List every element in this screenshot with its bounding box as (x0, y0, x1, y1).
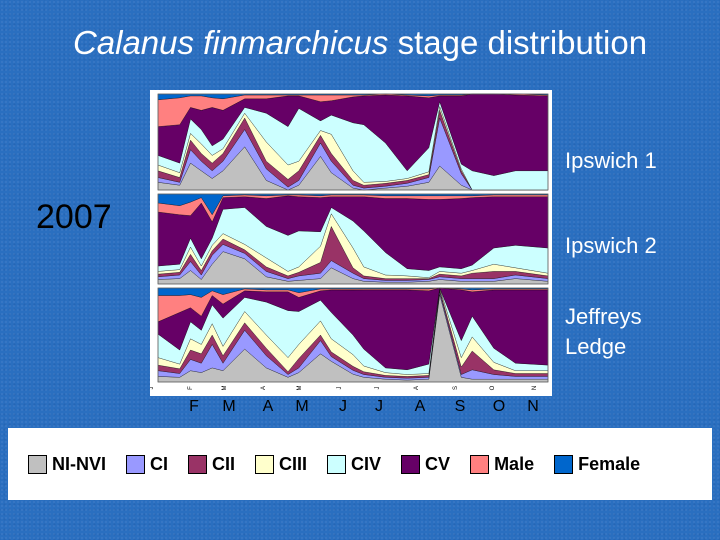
legend-swatch (28, 455, 47, 474)
legend-item-cii: CII (188, 454, 235, 475)
small-tick-label: N (532, 386, 538, 390)
month-label: J (375, 398, 383, 415)
chart-legend: NI-NVI CI CII CIII CIV CV Male Female (8, 428, 712, 500)
legend-swatch (188, 455, 207, 474)
site-label-jeffreys: Jeffreys (565, 304, 642, 329)
legend-item-civ: CIV (327, 454, 381, 475)
legend-label: Female (578, 454, 641, 474)
legend-label: CIV (351, 454, 382, 474)
site-label-ipswich-2: Ipswich 2 (565, 233, 657, 258)
small-tick-label: F (188, 386, 194, 390)
month-label: N (527, 398, 539, 415)
small-tick-label: J (150, 387, 155, 390)
small-tick-label: A (261, 386, 267, 390)
legend-swatch (255, 455, 275, 474)
panel-frame-3 (157, 287, 549, 383)
legend-item-male: Male (470, 454, 534, 475)
title-species: Calanus finmarchicus (72, 24, 389, 61)
legend-label: CIII (279, 454, 308, 474)
panel-frame-1 (157, 93, 549, 191)
legend-item-ci: CI (126, 454, 168, 475)
legend-swatch (554, 455, 574, 474)
small-tick-label: J (375, 387, 381, 390)
title-rest: stage distribution (388, 24, 648, 61)
chart-frame: JFMAMJJASON (150, 90, 552, 396)
slide-title: Calanus finmarchicus stage distribution (0, 24, 720, 62)
legend-label: CV (425, 454, 451, 474)
small-tick-label: S (453, 386, 459, 390)
panel-1 (157, 93, 549, 191)
panel-2 (157, 193, 549, 285)
month-label: J (339, 398, 347, 415)
small-tick-label: A (414, 386, 420, 390)
month-label: S (454, 398, 466, 415)
legend-swatch (401, 455, 421, 474)
legend-label: CI (150, 454, 168, 474)
month-label: A (262, 398, 274, 415)
legend-label: CII (212, 454, 236, 474)
legend-label: Male (494, 454, 535, 474)
panel-frame-2 (157, 193, 549, 285)
month-label: O (492, 398, 506, 415)
small-tick-label: M (222, 386, 228, 391)
small-tick-label: J (337, 387, 343, 390)
small-tick-label: M (297, 386, 303, 391)
month-label: M (222, 398, 236, 415)
legend-swatch (126, 455, 145, 474)
month-label: A (414, 398, 426, 415)
legend-item-ciii: CIII (255, 454, 307, 475)
legend-item-ni-nvi: NI-NVI (28, 454, 106, 475)
legend-swatch (470, 455, 490, 474)
year-label: 2007 (36, 198, 112, 236)
month-label: F (189, 398, 199, 415)
legend-swatch (327, 455, 347, 474)
small-tick-label: O (490, 385, 496, 390)
panel-3 (157, 287, 549, 383)
site-label-ipswich-1: Ipswich 1 (565, 148, 657, 173)
legend-item-cv: CV (401, 454, 450, 475)
legend-label: NI-NVI (52, 454, 106, 474)
legend-item-female: Female (554, 454, 640, 475)
site-label-ledge: Ledge (565, 334, 627, 359)
month-label: M (295, 398, 309, 415)
stage-distribution-chart: JFMAMJJASON (150, 93, 549, 391)
